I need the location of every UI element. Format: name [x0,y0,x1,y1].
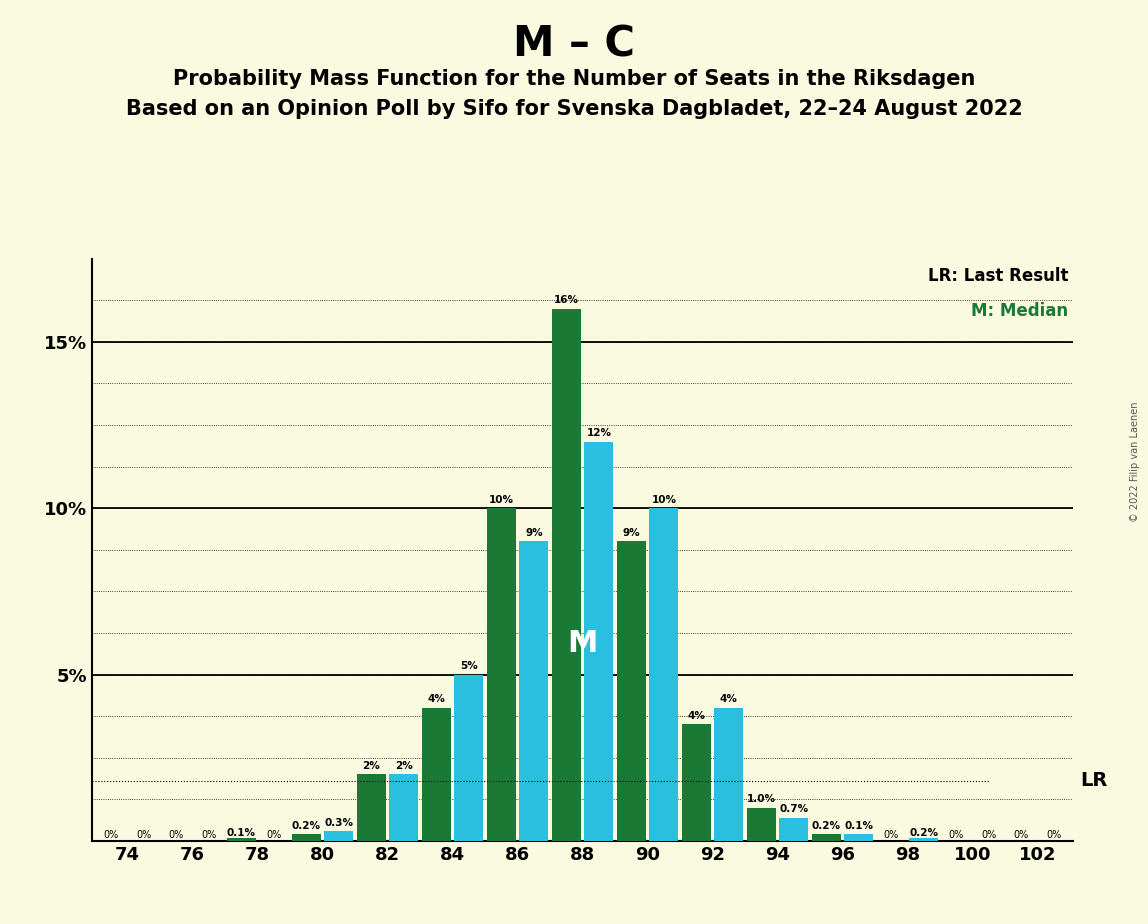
Bar [519,541,549,841]
Text: 0%: 0% [266,830,281,840]
Text: LR: LR [1080,772,1108,790]
Bar [714,708,744,841]
Text: 2%: 2% [395,761,413,771]
Text: 0.3%: 0.3% [325,818,354,828]
Text: 0%: 0% [884,830,899,840]
Text: 12%: 12% [587,429,612,438]
Text: 0%: 0% [169,830,184,840]
Bar [844,834,874,841]
Text: 0%: 0% [103,830,119,840]
Text: 0%: 0% [201,830,217,840]
Bar [584,442,613,841]
Bar [812,834,841,841]
Text: 0.1%: 0.1% [227,828,256,837]
Bar [455,675,483,841]
Text: Based on an Opinion Poll by Sifo for Svenska Dagbladet, 22–24 August 2022: Based on an Opinion Poll by Sifo for Sve… [125,99,1023,119]
Text: 4%: 4% [427,695,445,704]
Bar [292,834,321,841]
Text: 4%: 4% [720,695,738,704]
Text: 1.0%: 1.0% [747,795,776,804]
Bar [746,808,776,841]
Bar [650,508,678,841]
Bar [226,837,256,841]
Text: 10%: 10% [651,495,676,505]
Bar [552,309,581,841]
Text: 9%: 9% [622,529,641,538]
Bar [682,724,711,841]
Text: 0%: 0% [948,830,964,840]
Text: 2%: 2% [363,761,380,771]
Text: 16%: 16% [553,296,579,305]
Bar [779,818,808,841]
Text: 0%: 0% [982,830,996,840]
Bar [487,508,515,841]
Text: 0.7%: 0.7% [779,804,808,814]
Text: LR: Last Result: LR: Last Result [928,267,1069,286]
Text: M – C: M – C [513,23,635,65]
Bar [324,831,354,841]
Bar [616,541,646,841]
Text: © 2022 Filip van Laenen: © 2022 Filip van Laenen [1130,402,1140,522]
Text: 10%: 10% [489,495,514,505]
Text: 0%: 0% [1046,830,1062,840]
Bar [357,774,386,841]
Text: 0.2%: 0.2% [909,828,938,837]
Bar [421,708,451,841]
Text: 0.2%: 0.2% [292,821,320,831]
Text: 4%: 4% [688,711,705,721]
Text: 9%: 9% [525,529,543,538]
Bar [909,837,939,841]
Text: M: Median: M: Median [971,302,1069,321]
Text: M: M [567,629,598,658]
Text: 0%: 0% [137,830,152,840]
Text: 5%: 5% [460,662,478,671]
Text: 0.2%: 0.2% [812,821,840,831]
Text: 0%: 0% [1014,830,1029,840]
Text: 0.1%: 0.1% [845,821,874,831]
Bar [389,774,419,841]
Text: Probability Mass Function for the Number of Seats in the Riksdagen: Probability Mass Function for the Number… [173,69,975,90]
